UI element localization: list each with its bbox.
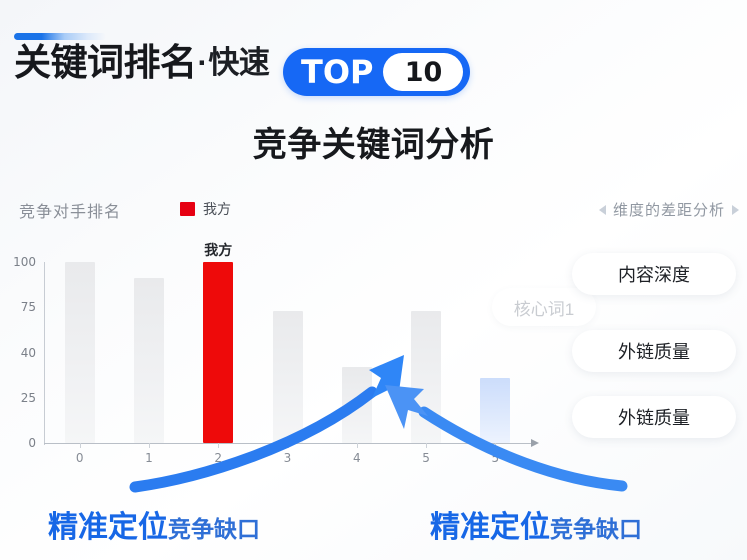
y-axis-tick-label: 25	[20, 390, 36, 405]
y-axis-tick-label: 0	[28, 436, 36, 450]
footer-callout-strong: 精准定位	[48, 511, 168, 544]
x-axis-line	[44, 443, 534, 444]
bar[interactable]	[64, 262, 95, 443]
caret-right-icon	[732, 204, 739, 215]
x-axis-tick	[356, 443, 358, 448]
y-axis-tick-label: 75	[20, 300, 36, 315]
bar-chart: 100 75 40 25 0 我方 0 1 2 3 4 5 5	[0, 236, 560, 481]
x-axis-tick-label: 3	[283, 451, 292, 465]
bar[interactable]	[272, 310, 303, 443]
x-axis-tick	[148, 443, 150, 448]
bar-value-label: 我方	[204, 242, 233, 258]
legend-swatch-icon	[180, 202, 195, 216]
dimension-pill-label: 外链质量	[618, 342, 690, 362]
y-axis-tick-label: 40	[20, 345, 36, 360]
y-axis-tick-label: 100	[13, 255, 36, 269]
top-badge-number: 10	[404, 56, 443, 88]
legend-label: 我方	[203, 201, 231, 217]
top-badge-label: TOP	[301, 53, 374, 91]
headline-sub-text: 快速	[208, 45, 270, 80]
bar[interactable]	[411, 310, 442, 443]
chart-legend: 我方	[180, 199, 231, 219]
footer-callout-strong: 精准定位	[430, 511, 550, 544]
x-axis-tick-label: 2	[214, 451, 223, 465]
top-rank-badge: TOP 10	[283, 48, 471, 96]
dimension-pill[interactable]: 外链质量	[572, 330, 736, 372]
dimension-pill[interactable]: 内容深度	[572, 253, 736, 295]
footer-callout: 精准定位 竞争缺口	[430, 502, 642, 546]
x-axis-tick	[218, 443, 220, 448]
core-keyword-ghost-pill: 核心词1	[492, 288, 596, 326]
footer-callout-weak: 竞争缺口	[168, 516, 260, 542]
caret-left-icon	[598, 204, 606, 215]
x-axis-tick-label: 0	[75, 451, 84, 465]
x-axis-tick-label: 1	[145, 451, 153, 465]
x-axis-tick	[79, 443, 81, 448]
dimensions-header: 维度的差距分析	[598, 199, 739, 220]
core-keyword-ghost-label: 核心词1	[513, 299, 575, 319]
bar[interactable]	[133, 278, 164, 443]
chart-caption: 竞争对手排名	[19, 204, 122, 221]
y-axis: 100 75 40 25 0	[0, 236, 36, 481]
dimensions-header-label: 维度的差距分析	[612, 202, 725, 219]
page-title: 竞争关键词分析	[252, 126, 495, 164]
x-axis-tick-label: 5	[422, 451, 430, 465]
headline-dot: ·	[197, 45, 208, 80]
dimension-pill-label: 内容深度	[618, 265, 690, 285]
dimension-pill[interactable]: 外链质量	[572, 396, 736, 438]
y-axis-line	[44, 262, 45, 445]
x-axis-tick-label: 4	[352, 451, 361, 465]
x-axis-tick-label: 5	[491, 451, 500, 465]
x-axis-tick	[495, 443, 497, 448]
x-axis-tick	[426, 443, 428, 448]
x-axis-arrow-icon	[531, 439, 539, 447]
dimension-pill-label: 外链质量	[618, 408, 690, 428]
footer-callout: 精准定位 竞争缺口	[48, 502, 260, 546]
headline: 关键词排名 · 快速	[14, 42, 270, 83]
bar-highlighted[interactable]	[203, 262, 234, 443]
bar[interactable]	[341, 366, 372, 443]
x-axis-tick	[287, 443, 289, 448]
footer-callout-weak: 竞争缺口	[550, 516, 642, 542]
headline-main-text: 关键词排名	[14, 42, 197, 83]
top-badge-number-pill: 10	[383, 53, 464, 91]
accent-bar-icon	[14, 33, 106, 40]
bar-target[interactable]	[480, 377, 511, 443]
